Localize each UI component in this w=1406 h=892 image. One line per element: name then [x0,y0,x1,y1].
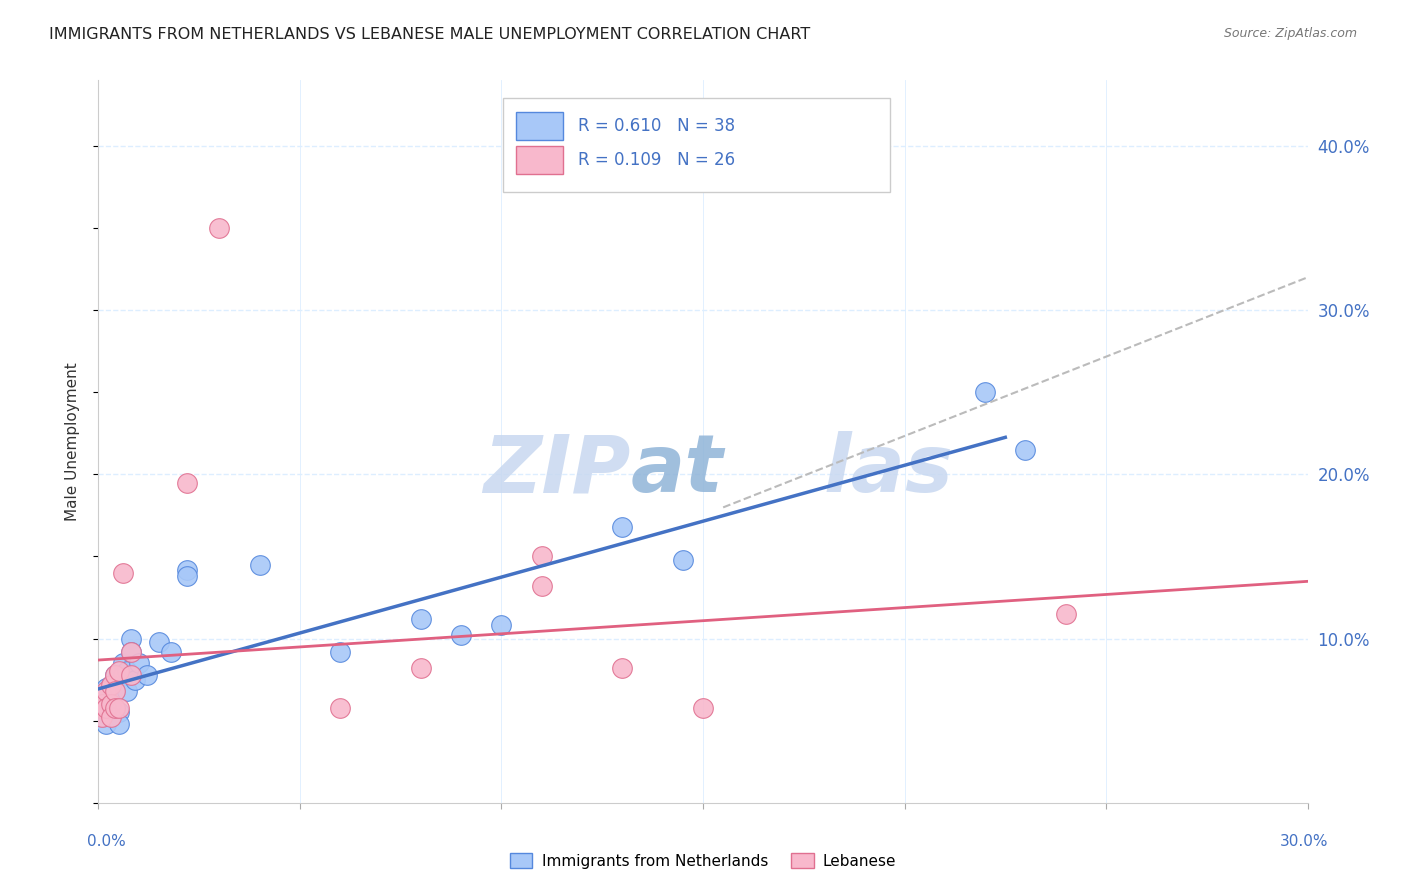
Point [148,635,170,649]
Point [530,549,553,564]
Point [491,618,513,632]
Point [176,563,198,577]
Text: R = 0.109   N = 26: R = 0.109 N = 26 [578,151,735,169]
Point [96,706,118,720]
Point [100,698,122,712]
Point [120,632,142,646]
FancyBboxPatch shape [516,145,562,174]
Point [120,645,142,659]
Point [409,661,432,675]
FancyBboxPatch shape [516,112,562,140]
Point [91,700,114,714]
Point [91,700,114,714]
Point [249,558,271,572]
Point [91,689,114,703]
Point [103,667,125,681]
Point [974,385,997,400]
Point [1054,607,1077,621]
Point [115,665,138,679]
Point [115,684,138,698]
Point [107,665,129,679]
Point [160,645,183,659]
Point [103,684,125,698]
Point [96,681,118,695]
Point [100,700,122,714]
Point [96,717,118,731]
Y-axis label: Male Unemployment: Male Unemployment [65,362,80,521]
Point [176,569,198,583]
Point [103,667,125,681]
Point [103,700,125,714]
Point [135,667,157,681]
Point [91,706,114,720]
Point [100,710,122,724]
Point [329,645,352,659]
Text: Source: ZipAtlas.com: Source: ZipAtlas.com [1223,27,1357,40]
Point [208,221,231,235]
Point [100,677,122,691]
FancyBboxPatch shape [503,98,890,193]
Point [450,628,472,642]
Point [107,717,129,731]
Point [91,692,114,706]
Point [103,684,125,698]
Point [176,475,198,490]
Point [124,673,146,687]
Point [409,612,432,626]
Point [120,667,142,681]
Text: las: las [824,432,953,509]
Point [100,689,122,703]
Point [96,694,118,708]
Point [111,667,134,681]
Point [672,553,695,567]
Point [96,684,118,698]
Point [612,520,634,534]
Point [103,706,125,720]
Point [100,677,122,691]
Point [329,700,352,714]
Point [128,657,150,671]
Point [1014,442,1036,457]
Point [111,657,134,671]
Point [91,698,114,712]
Text: R = 0.610   N = 38: R = 0.610 N = 38 [578,117,735,135]
Text: ZIP: ZIP [484,432,630,509]
Point [530,579,553,593]
Point [692,700,714,714]
Point [91,710,114,724]
Text: 0.0%: 0.0% [87,834,127,848]
Point [96,700,118,714]
Point [111,566,134,580]
Text: at: at [630,432,723,509]
Text: IMMIGRANTS FROM NETHERLANDS VS LEBANESE MALE UNEMPLOYMENT CORRELATION CHART: IMMIGRANTS FROM NETHERLANDS VS LEBANESE … [49,27,810,42]
Point [91,710,114,724]
Text: 30.0%: 30.0% [1281,834,1329,848]
Point [107,700,129,714]
Legend: Immigrants from Netherlands, Lebanese: Immigrants from Netherlands, Lebanese [503,847,903,875]
Point [107,706,129,720]
Point [612,661,634,675]
Point [120,645,142,659]
